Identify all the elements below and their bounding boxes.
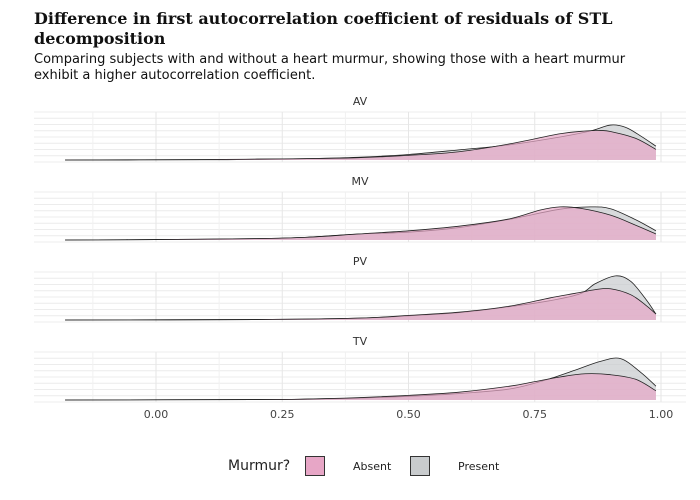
legend-key-present xyxy=(410,456,430,476)
facet-label-av: AV xyxy=(353,95,368,108)
legend-label-present: Present xyxy=(458,460,500,473)
density-line-pv-absent xyxy=(65,288,657,321)
legend: Murmur? Absent Present xyxy=(0,456,700,480)
x-tick-label: 1.00 xyxy=(649,408,674,421)
x-tick-label: 0.25 xyxy=(270,408,295,421)
legend-title: Murmur? xyxy=(228,458,291,474)
facet-label-pv: PV xyxy=(353,255,368,268)
chart-title: Difference in first autocorrelation coef… xyxy=(34,9,613,48)
density-area-pv-absent xyxy=(65,288,656,320)
legend-label-absent: Absent xyxy=(353,460,392,473)
x-tick-label: 0.00 xyxy=(144,408,169,421)
facet-label-tv: TV xyxy=(352,335,368,348)
density-line-av-absent xyxy=(65,130,657,161)
density-area-tv-absent xyxy=(65,373,656,400)
ridge-chart: AV MV PV TV 0.00 0.25 0.50 0.75 1.00 xyxy=(34,95,686,421)
x-tick-label: 0.50 xyxy=(396,408,421,421)
density-line-tv-absent xyxy=(65,373,657,401)
density-area-mv-absent xyxy=(65,206,656,240)
density-area-av-absent xyxy=(65,130,656,160)
density-line-mv-absent xyxy=(65,206,657,241)
facet-label-mv: MV xyxy=(351,175,368,188)
x-tick-label: 0.75 xyxy=(523,408,548,421)
chart-subtitle: Comparing subjects with and without a he… xyxy=(34,52,626,83)
legend-key-absent xyxy=(305,456,325,476)
